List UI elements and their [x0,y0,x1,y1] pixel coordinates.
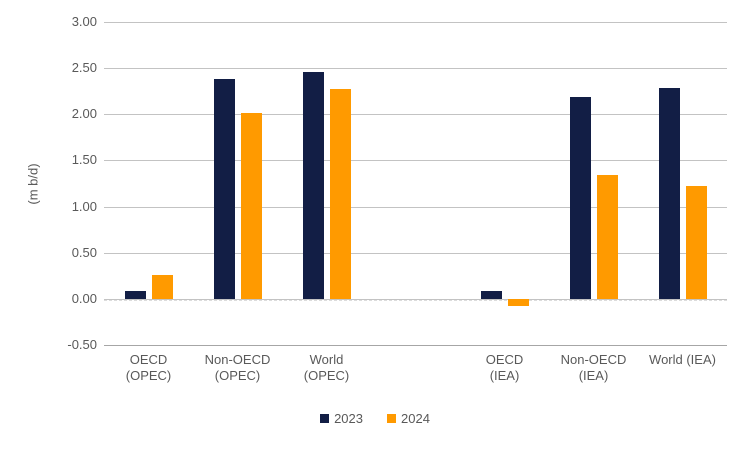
legend-label: 2023 [334,411,363,426]
legend-item-2024: 2024 [387,411,430,426]
bar-2024-category-0 [151,274,173,299]
y-tick-label: 2.50 [71,60,97,76]
x-category-label: OECD (IEA) [485,352,524,383]
y-tick-label: 2.00 [71,106,97,122]
x-category-label: OECD (OPEC) [125,352,172,383]
y-axis-title: (m b/d) [25,163,41,205]
bar-2023-category-5 [569,96,591,299]
legend: 2023 2024 [0,411,750,426]
legend-swatch-2023 [320,414,330,423]
y-tick-label: -0.50 [67,337,97,352]
gridline [104,68,727,70]
gridline [104,160,727,162]
gridline [104,345,727,346]
y-tick-label: 3.00 [71,14,97,29]
bar-2024-category-6 [685,186,707,299]
x-category-label: Non-OECD (IEA) [560,352,627,383]
legend-item-2023: 2023 [320,411,363,426]
bar-2024-category-1 [240,113,262,299]
gridline [104,22,727,23]
gridline [104,252,727,254]
bar-2024-category-2 [329,89,351,299]
bar-2024-category-4 [507,298,529,307]
bar-2023-category-2 [302,71,324,299]
plot-area [104,22,727,346]
bar-2023-category-6 [658,88,680,299]
y-tick-label: 0.00 [71,290,97,306]
gridline [104,298,727,300]
x-category-label: World (IEA) [649,352,716,367]
x-category-label: Non-OECD (OPEC) [204,352,271,383]
legend-label: 2024 [401,411,430,426]
y-tick-label: 0.50 [71,244,97,260]
x-category-label: World (OPEC) [303,352,350,383]
gridline [104,114,727,116]
legend-swatch-2024 [387,414,396,423]
bar-2024-category-5 [596,175,618,299]
bar-2023-category-0 [124,291,146,299]
bar-2023-category-4 [480,291,502,299]
bar-2023-category-1 [213,79,235,299]
y-tick-label: 1.00 [71,198,97,214]
gridline [104,206,727,208]
zero-axis-line [104,299,727,301]
y-tick-label: 1.50 [71,152,97,168]
